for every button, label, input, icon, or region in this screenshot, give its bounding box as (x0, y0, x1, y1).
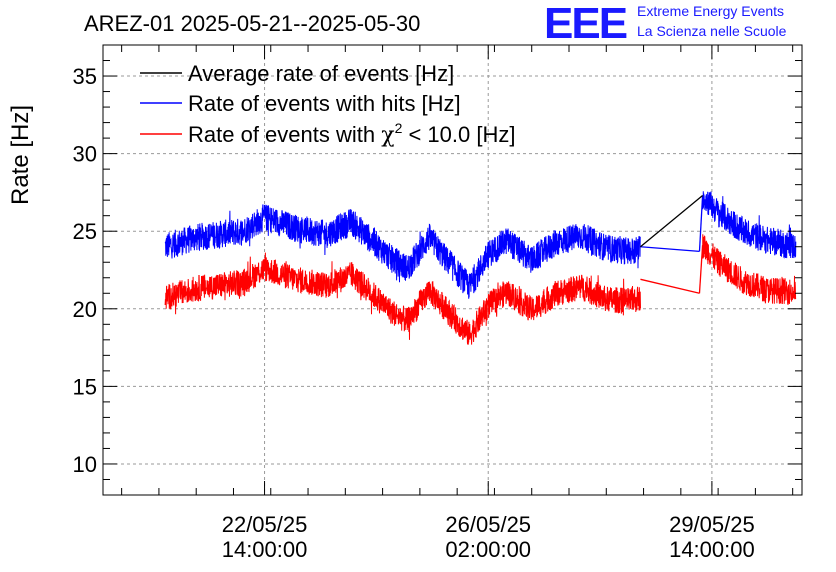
x-tick-label-date: 26/05/25 (445, 512, 531, 537)
y-axis-label: Rate [Hz] (7, 105, 34, 205)
y-tick-label: 10 (73, 452, 97, 477)
x-tick-label-time: 14:00:00 (669, 537, 755, 562)
legend-label-hits: Rate of events with hits [Hz] (188, 91, 461, 116)
logo-caption-line1: Extreme Energy Events (637, 3, 785, 19)
gap-line-hits (640, 246, 700, 253)
eee-logo: EEE (544, 0, 628, 48)
x-tick-label-date: 29/05/25 (669, 512, 755, 537)
logo-caption-line2: La Scienza nelle Scuole (637, 23, 787, 39)
y-tick-label: 20 (73, 297, 97, 322)
plot-frame (102, 44, 803, 496)
chart-title: AREZ-01 2025-05-21--2025-05-30 (84, 11, 421, 36)
y-tick-label: 25 (73, 219, 97, 244)
legend-label-chi2: Rate of events with χ2 < 10.0 [Hz] (188, 120, 515, 148)
x-tick-label-time: 02:00:00 (445, 537, 531, 562)
y-tick-label: 30 (73, 142, 97, 167)
series-line-chi2 (702, 234, 797, 306)
gap-line-chi2 (640, 278, 700, 294)
gap-line-average (640, 195, 704, 248)
x-tick-label-time: 14:00:00 (222, 537, 308, 562)
x-tick-label-date: 22/05/25 (222, 512, 308, 537)
y-tick-label: 15 (73, 374, 97, 399)
series-line-hits (164, 204, 641, 299)
y-tick-label: 35 (73, 64, 97, 89)
series-line-chi2 (164, 252, 641, 345)
jump-line-chi2 (698, 245, 704, 294)
series-line-hits (702, 191, 797, 259)
legend-label-average: Average rate of events [Hz] (188, 61, 454, 86)
jump-line-hits (698, 195, 704, 252)
